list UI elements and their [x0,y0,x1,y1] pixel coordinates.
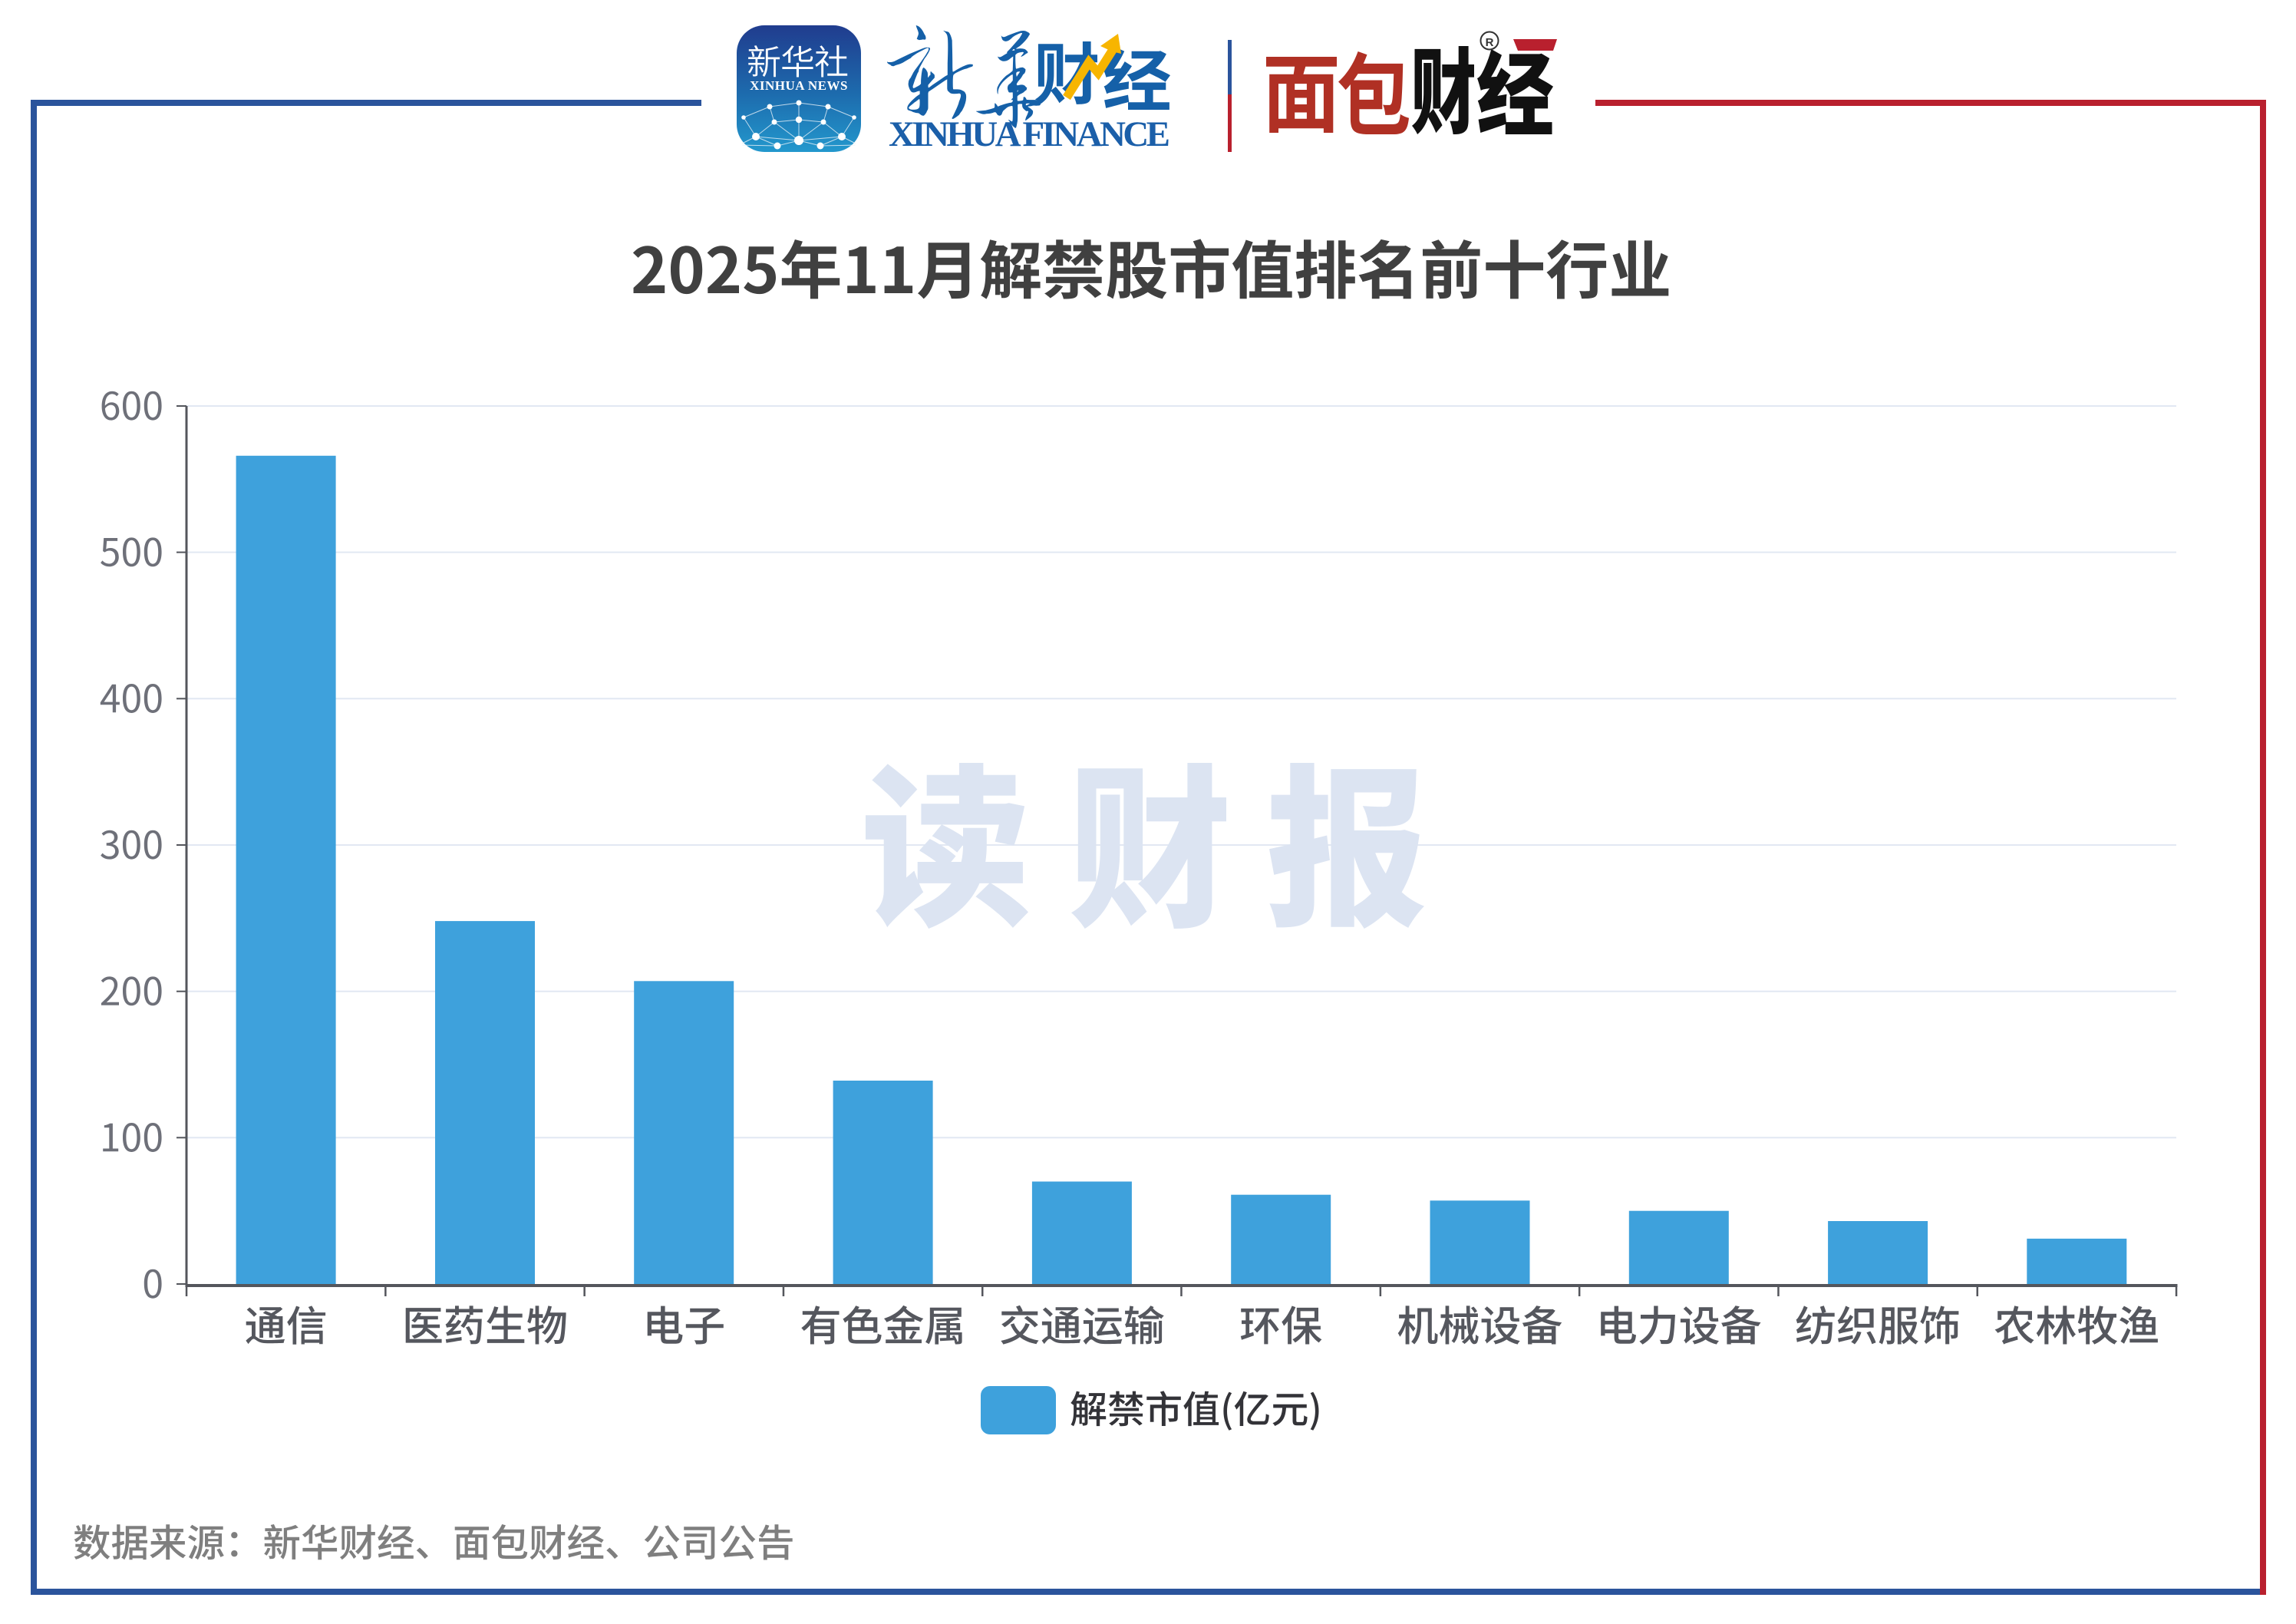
svg-text:XINHUA FINANCE: XINHUA FINANCE [889,114,1170,154]
svg-text:R: R [1486,36,1494,49]
svg-text:XINHUA NEWS: XINHUA NEWS [750,78,848,93]
